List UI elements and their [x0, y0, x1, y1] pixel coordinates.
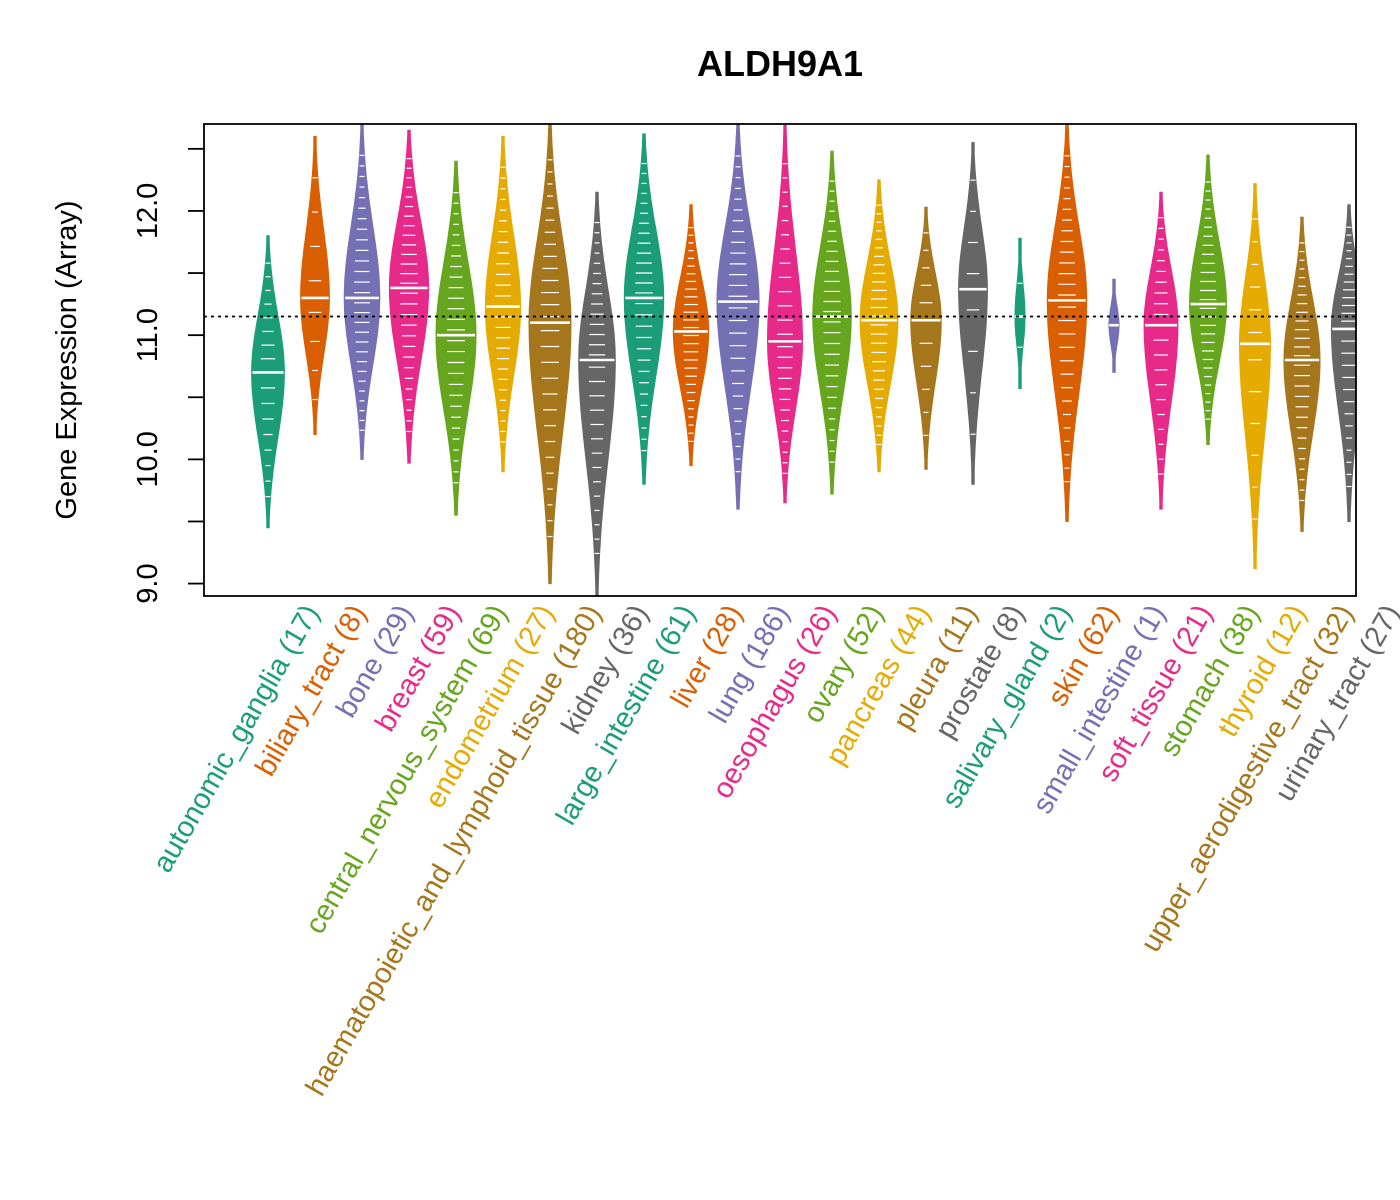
violin-body	[435, 160, 477, 516]
violin-body	[343, 124, 381, 460]
y-tick-label: 10.0	[132, 431, 164, 487]
violin-body	[300, 135, 330, 435]
violin-body	[1238, 183, 1272, 570]
y-axis-label: Gene Expression (Array)	[51, 200, 83, 519]
violin-body	[1330, 204, 1356, 522]
violin-body	[766, 124, 804, 504]
y-axis: 9.0 10.0 11.0 12.0	[132, 147, 204, 604]
violin-ovary	[812, 150, 852, 495]
violin-autonomic-ganglia	[251, 235, 285, 529]
y-tick-label: 9.0	[132, 563, 164, 603]
violin-pleura	[910, 206, 942, 470]
violin-body	[1046, 124, 1088, 522]
violin-body	[958, 142, 988, 485]
violin-small-intestine	[1108, 278, 1120, 373]
violin-biliary-tract	[300, 135, 330, 435]
violin-oesophagus	[766, 124, 804, 504]
violin-body	[1143, 191, 1179, 510]
violins-layer	[251, 124, 1356, 596]
violin-liver	[672, 204, 710, 467]
violin-body	[388, 129, 430, 464]
violin-body	[1014, 237, 1026, 390]
violin-endometrium	[484, 135, 522, 473]
violin-haematopoietic-and-lymphoid-tissue	[528, 124, 572, 585]
violin-body	[910, 206, 942, 470]
violin-stomach	[1188, 154, 1228, 445]
violin-central-nervous-system	[435, 160, 477, 516]
plot-area-border	[203, 123, 1357, 597]
violin-body	[859, 179, 899, 473]
violin-bone	[343, 124, 381, 460]
y-tick-label: 11.0	[132, 308, 164, 362]
violin-upper-aerodigestive-tract	[1283, 216, 1321, 532]
violin-urinary-tract	[1330, 204, 1356, 522]
violin-salivary-gland	[1014, 237, 1026, 390]
violin-soft-tissue	[1143, 191, 1179, 510]
violin-large-intestine	[623, 133, 665, 485]
violin-body	[1283, 216, 1321, 532]
violin-kidney	[578, 191, 616, 596]
violin-breast	[388, 129, 430, 464]
violin-body	[578, 191, 616, 596]
violin-prostate	[958, 142, 988, 485]
chart-title: ALDH9A1	[697, 43, 863, 84]
violin-thyroid	[1238, 183, 1272, 570]
violin-skin	[1046, 124, 1088, 522]
y-tick-label: 12.0	[132, 183, 164, 239]
violin-body	[812, 150, 852, 495]
violin-body	[623, 133, 665, 485]
violin-body	[484, 135, 522, 473]
violin-body	[528, 124, 572, 585]
x-axis-labels: autonomic_ganglia (17)biliary_tract (8)b…	[147, 600, 1400, 1102]
violin-body	[251, 235, 285, 529]
violin-pancreas	[859, 179, 899, 473]
